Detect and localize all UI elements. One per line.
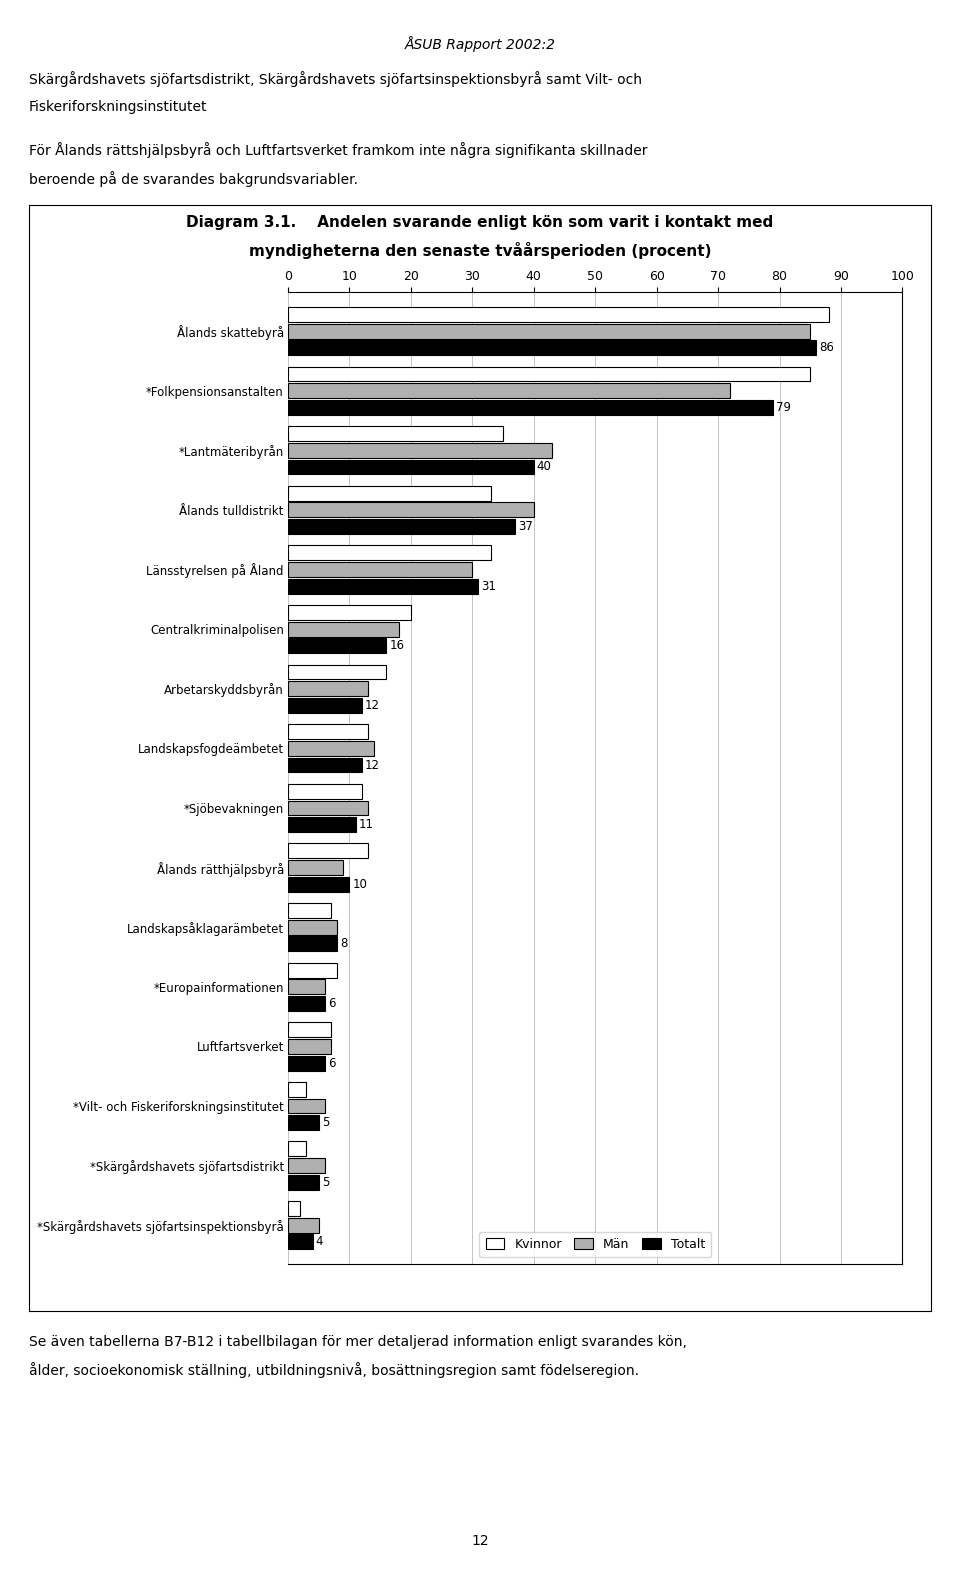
- Text: 40: 40: [537, 460, 552, 474]
- Bar: [288, 1040, 331, 1054]
- Text: ålder, socioekonomisk ställning, utbildningsnivå, bosättningsregion samt födelse: ålder, socioekonomisk ställning, utbildn…: [29, 1362, 638, 1378]
- Text: 12: 12: [365, 698, 380, 713]
- Bar: [288, 665, 386, 679]
- Bar: [288, 817, 355, 833]
- Bar: [288, 485, 491, 501]
- Text: Se även tabellerna B7-B12 i tabellbilagan för mer detaljerad information enligt : Se även tabellerna B7-B12 i tabellbilaga…: [29, 1335, 686, 1349]
- Bar: [288, 937, 337, 951]
- Text: 6: 6: [328, 997, 335, 1010]
- Text: Skärgårdshavets sjöfartsdistrikt, Skärgårdshavets sjöfartsinspektionsbyrå samt V: Skärgårdshavets sjöfartsdistrikt, Skärgå…: [29, 71, 642, 87]
- Bar: [288, 801, 368, 815]
- Text: beroende på de svarandes bakgrundsvariabler.: beroende på de svarandes bakgrundsvariab…: [29, 171, 358, 186]
- Bar: [288, 427, 503, 441]
- Bar: [288, 681, 368, 697]
- Bar: [288, 920, 337, 935]
- Text: 6: 6: [328, 1057, 335, 1070]
- Bar: [288, 324, 810, 338]
- Text: Fiskeriforskningsinstitutet: Fiskeriforskningsinstitutet: [29, 100, 207, 114]
- Text: 37: 37: [518, 520, 533, 532]
- Text: 10: 10: [352, 878, 368, 891]
- Text: 86: 86: [820, 341, 834, 354]
- Bar: [288, 1176, 319, 1190]
- Bar: [288, 784, 362, 799]
- Bar: [288, 904, 331, 918]
- Bar: [288, 724, 368, 739]
- Bar: [288, 1218, 319, 1232]
- Text: myndigheterna den senaste tvåårsperioden (procent): myndigheterna den senaste tvåårsperioden…: [249, 242, 711, 259]
- Text: 12: 12: [365, 758, 380, 771]
- Text: 5: 5: [322, 1176, 329, 1188]
- Text: För Ålands rättshjälpsbyrå och Luftfartsverket framkom inte några signifikanta s: För Ålands rättshjälpsbyrå och Luftfarts…: [29, 142, 647, 158]
- Bar: [288, 367, 810, 381]
- Bar: [288, 844, 368, 858]
- Bar: [288, 384, 731, 398]
- Bar: [288, 995, 324, 1011]
- Bar: [288, 442, 552, 458]
- Text: 4: 4: [316, 1236, 324, 1248]
- Bar: [288, 520, 516, 534]
- Bar: [288, 860, 344, 875]
- Bar: [288, 741, 374, 755]
- Bar: [288, 1115, 319, 1130]
- Bar: [288, 1201, 300, 1217]
- Bar: [288, 605, 411, 619]
- Bar: [288, 1055, 324, 1071]
- Bar: [288, 1158, 324, 1172]
- Bar: [288, 638, 386, 653]
- Text: 12: 12: [471, 1534, 489, 1548]
- Text: 5: 5: [322, 1115, 329, 1130]
- Bar: [288, 621, 398, 637]
- Text: 8: 8: [340, 937, 348, 951]
- Text: Diagram 3.1.    Andelen svarande enligt kön som varit i kontakt med: Diagram 3.1. Andelen svarande enligt kön…: [186, 215, 774, 229]
- Bar: [288, 980, 324, 994]
- Bar: [288, 460, 534, 474]
- Legend: Kvinnor, Män, Totalt: Kvinnor, Män, Totalt: [479, 1231, 711, 1258]
- Text: ÅSUB Rapport 2002:2: ÅSUB Rapport 2002:2: [404, 36, 556, 52]
- Bar: [288, 307, 828, 322]
- Bar: [288, 502, 534, 517]
- Bar: [288, 400, 774, 416]
- Bar: [288, 1141, 306, 1157]
- Text: 79: 79: [777, 401, 791, 414]
- Bar: [288, 1022, 331, 1036]
- Bar: [288, 698, 362, 713]
- Bar: [288, 545, 491, 561]
- Bar: [288, 757, 362, 773]
- Bar: [288, 1082, 306, 1097]
- Bar: [288, 962, 337, 978]
- Bar: [288, 562, 472, 577]
- Bar: [288, 1098, 324, 1114]
- Bar: [288, 578, 478, 594]
- Text: 31: 31: [482, 580, 496, 592]
- Bar: [288, 340, 816, 356]
- Bar: [288, 1234, 313, 1250]
- Bar: [288, 877, 349, 891]
- Text: 11: 11: [359, 818, 373, 831]
- Text: 16: 16: [390, 640, 404, 653]
